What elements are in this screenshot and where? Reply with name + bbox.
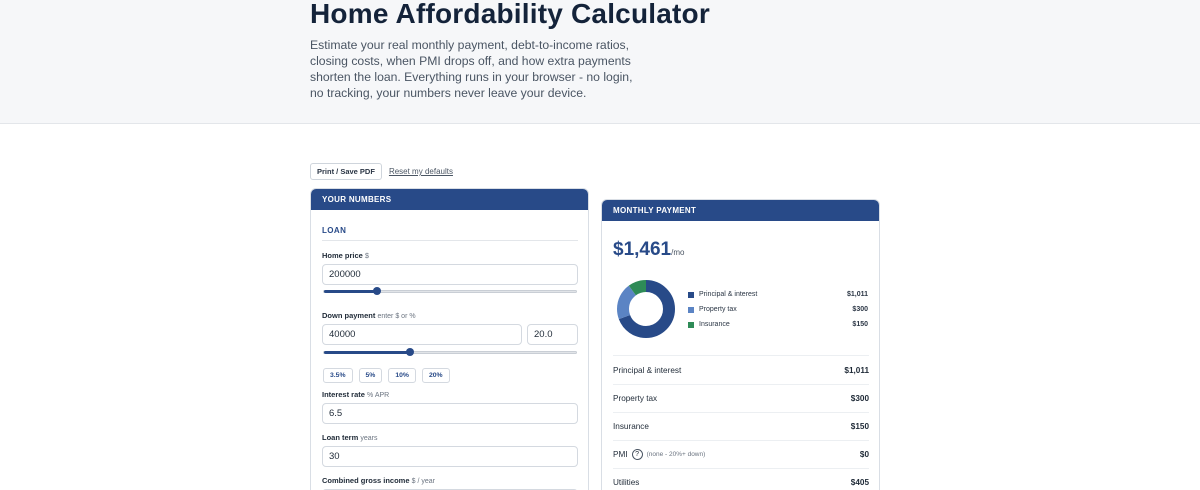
home-price-unit: $ (364, 253, 369, 260)
your-numbers-title: YOUR NUMBERS (311, 189, 588, 210)
reset-defaults-link[interactable]: Reset my defaults (388, 167, 453, 176)
down-payment-percent-input[interactable]: 20.0 (527, 324, 578, 345)
preset-5-percent-button[interactable]: 5% (358, 368, 383, 383)
row-divider (613, 412, 869, 413)
tax-swatch (688, 306, 694, 313)
row-property-tax: Property tax $300 (613, 394, 869, 403)
legend-principal-value: $1,011 (846, 291, 868, 298)
principal-swatch (688, 291, 694, 298)
row-insurance: Insurance $150 (613, 422, 869, 431)
row-pmi: PMI ? (none - 20%+ down) $0 (613, 449, 869, 460)
down-payment-label: Down payment enter $ or % (322, 311, 416, 320)
donut-slice-property-tax (617, 280, 675, 338)
home-price-slider[interactable] (323, 287, 577, 295)
legend-insurance-value: $150 (852, 321, 868, 328)
home-price-slider-thumb[interactable] (372, 287, 381, 295)
down-payment-slider-thumb[interactable] (405, 348, 414, 356)
insurance-swatch (688, 321, 694, 328)
section-divider (322, 240, 578, 241)
payment-breakdown-donut (617, 280, 675, 338)
home-price-input[interactable]: 200000 (322, 264, 578, 285)
legend-principal: Principal & interest $1,011 (688, 291, 868, 298)
interest-rate-unit: % APR (367, 392, 390, 399)
your-numbers-card: YOUR NUMBERS LOAN Home price $ 200000 Do… (310, 188, 589, 490)
legend-property-tax: Property tax $300 (688, 306, 868, 313)
down-payment-slider[interactable] (323, 348, 577, 356)
legend-tax-value: $300 (852, 306, 868, 313)
interest-rate-label: Interest rate % APR (322, 390, 390, 399)
pmi-help-icon[interactable]: ? (631, 449, 643, 460)
income-unit: $ / year (411, 478, 435, 485)
print-save-pdf-button[interactable]: Print / Save PDF (310, 163, 382, 180)
donut-slice-insurance (617, 280, 675, 338)
row-principal-interest: Principal & interest $1,011 (613, 366, 869, 375)
page-title: Home Affordability Calculator (310, 0, 710, 29)
preset-10-percent-button[interactable]: 10% (388, 368, 416, 383)
monthly-payment-title: MONTHLY PAYMENT (602, 200, 879, 221)
interest-rate-input[interactable]: 6.5 (322, 403, 578, 424)
hero-header: Home Affordability Calculator Estimate y… (0, 0, 1200, 124)
breakdown-divider (613, 355, 869, 356)
row-divider (613, 468, 869, 469)
toolbar: Print / Save PDF Reset my defaults (310, 163, 453, 180)
home-price-slider-fill (324, 290, 377, 293)
pmi-note: (none - 20%+ down) (646, 451, 706, 458)
page-description: Estimate your real monthly payment, debt… (310, 38, 633, 100)
row-divider (613, 440, 869, 441)
row-divider (613, 384, 869, 385)
home-price-label: Home price $ (322, 251, 369, 260)
down-payment-presets: 3.5% 5% 10% 20% (323, 368, 450, 383)
preset-20-percent-button[interactable]: 20% (421, 368, 450, 383)
per-month-label: /mo (671, 248, 685, 257)
monthly-payment-total: $1,461/mo (613, 239, 685, 260)
loan-term-input[interactable]: 30 (322, 446, 578, 467)
income-label: Combined gross income $ / year (322, 476, 435, 485)
loan-term-label: Loan term years (322, 433, 378, 442)
monthly-payment-card: MONTHLY PAYMENT $1,461/mo Principal & in… (601, 199, 880, 490)
down-payment-amount-input[interactable]: 40000 (322, 324, 522, 345)
row-utilities: Utilities $405 (613, 478, 869, 487)
preset-3-5-percent-button[interactable]: 3.5% (323, 368, 353, 383)
legend-insurance: Insurance $150 (688, 321, 868, 328)
loan-term-unit: years (360, 435, 378, 442)
down-payment-slider-fill (324, 351, 410, 354)
loan-section-title: LOAN (322, 226, 347, 235)
down-payment-hint: enter $ or % (377, 313, 416, 320)
